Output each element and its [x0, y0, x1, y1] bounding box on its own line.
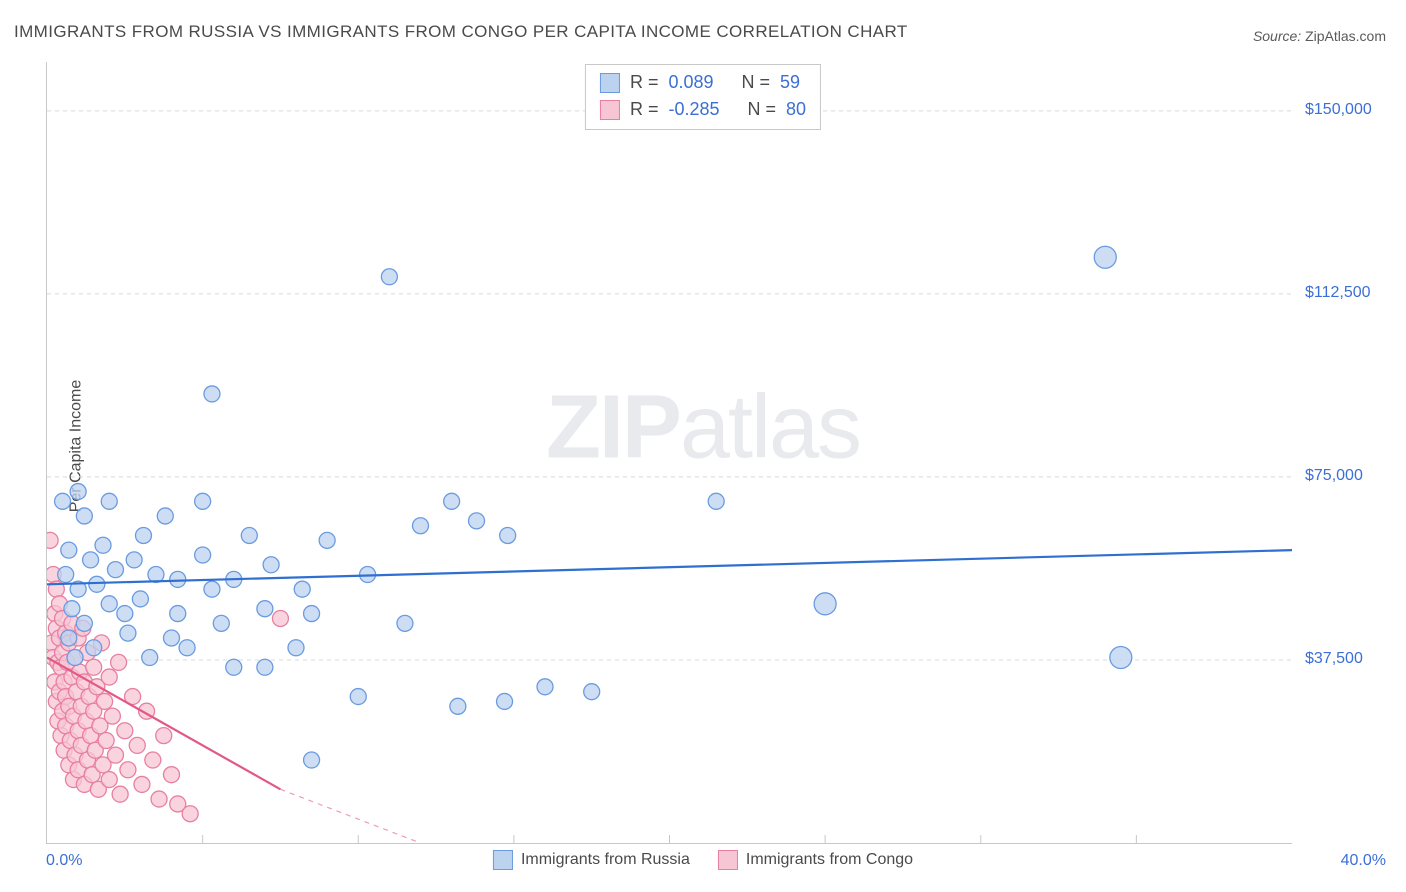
- y-tick-label: $150,000: [1305, 101, 1372, 119]
- n-label-congo: N =: [748, 96, 777, 123]
- source-value: ZipAtlas.com: [1305, 28, 1386, 44]
- plot-svg: [47, 62, 1292, 843]
- swatch-congo: [600, 100, 620, 120]
- x-tick-min: 0.0%: [46, 852, 82, 870]
- y-tick-label: $112,500: [1305, 284, 1371, 302]
- swatch-russia: [600, 73, 620, 93]
- stats-legend-box: R = 0.089 N = 59 R = -0.285 N = 80: [585, 64, 821, 130]
- stats-row-congo: R = -0.285 N = 80: [600, 96, 806, 123]
- legend-label-congo: Immigrants from Congo: [746, 851, 913, 869]
- legend-bottom: Immigrants from Russia Immigrants from C…: [489, 850, 917, 870]
- legend-item-russia: Immigrants from Russia: [493, 850, 690, 870]
- x-tick-max: 40.0%: [1341, 852, 1386, 870]
- source-label: Source:: [1253, 28, 1301, 44]
- r-label-russia: R =: [630, 69, 659, 96]
- legend-item-congo: Immigrants from Congo: [718, 850, 913, 870]
- plot-area: [46, 62, 1292, 844]
- n-label-russia: N =: [742, 69, 771, 96]
- legend-swatch-congo: [718, 850, 738, 870]
- n-value-congo: 80: [786, 96, 806, 123]
- stats-row-russia: R = 0.089 N = 59: [600, 69, 806, 96]
- y-tick-label: $75,000: [1305, 467, 1363, 485]
- source-attribution: Source: ZipAtlas.com: [1253, 28, 1386, 44]
- legend-swatch-russia: [493, 850, 513, 870]
- r-label-congo: R =: [630, 96, 659, 123]
- chart-title: IMMIGRANTS FROM RUSSIA VS IMMIGRANTS FRO…: [14, 22, 908, 42]
- chart-container: IMMIGRANTS FROM RUSSIA VS IMMIGRANTS FRO…: [0, 0, 1406, 892]
- r-value-congo: -0.285: [668, 96, 719, 123]
- y-tick-label: $37,500: [1305, 650, 1363, 668]
- n-value-russia: 59: [780, 69, 800, 96]
- r-value-russia: 0.089: [668, 69, 713, 96]
- legend-label-russia: Immigrants from Russia: [521, 851, 690, 869]
